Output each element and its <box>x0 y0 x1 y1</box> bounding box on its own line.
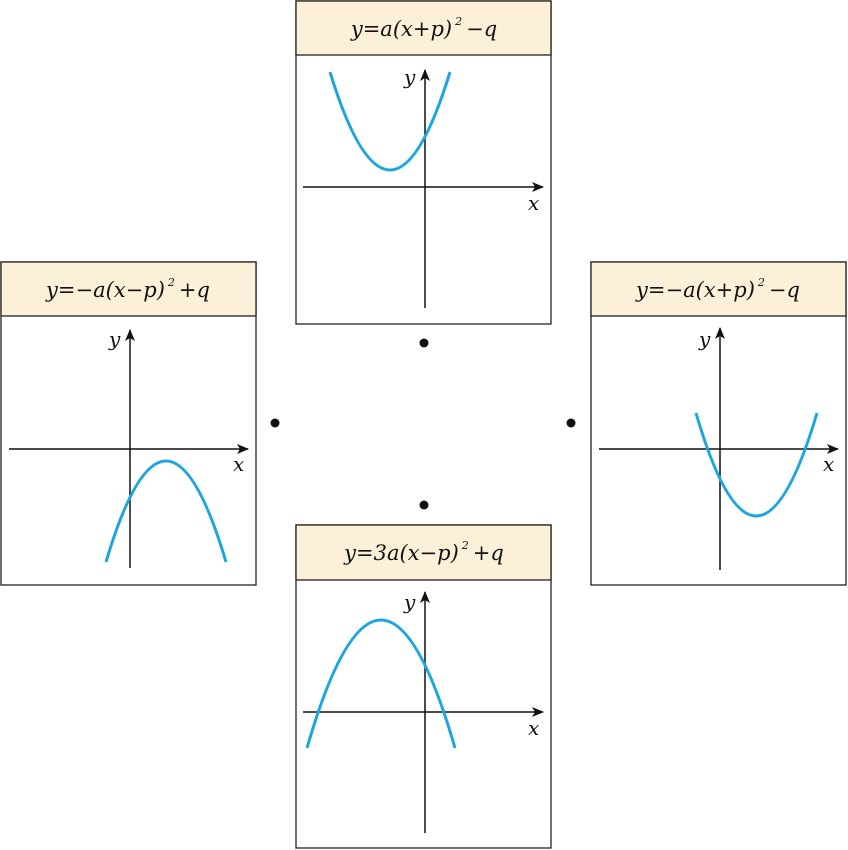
parabola <box>104 459 228 563</box>
formula-tail: +q <box>179 278 210 302</box>
panel-header <box>295 524 552 581</box>
panel-header <box>0 261 257 317</box>
formula-power: 2 <box>167 276 175 289</box>
x-label: x <box>528 716 539 740</box>
formula: y=a(x+p) 2 −q <box>350 15 497 41</box>
formula-power: 2 <box>454 15 462 28</box>
formula-main: y=−a(x+p) <box>635 278 755 302</box>
x-label: x <box>233 452 244 476</box>
dot <box>419 338 429 348</box>
y-label: y <box>403 590 416 614</box>
y-label: y <box>403 65 416 89</box>
formula-tail: +q <box>473 541 504 565</box>
formula: y=3a(x−p) 2 +q <box>343 539 504 565</box>
parabola <box>305 618 457 749</box>
panel-header <box>295 0 552 56</box>
panel-top: y=a(x+p) 2 −q y x <box>295 0 552 325</box>
formula-main: y=a(x+p) <box>350 17 452 41</box>
panel-right: y=−a(x+p) 2 −q y x <box>590 261 847 586</box>
formula-main: y=−a(x−p) <box>45 278 165 302</box>
panel-header <box>590 261 847 317</box>
x-label: x <box>528 191 539 215</box>
x-label: x <box>823 452 834 476</box>
formula: y=−a(x+p) 2 −q <box>635 276 800 302</box>
formula-tail: −q <box>769 278 800 302</box>
parabola <box>694 412 819 518</box>
formula-power: 2 <box>461 539 469 552</box>
formula-power: 2 <box>757 276 765 289</box>
dot <box>566 418 576 428</box>
formula: y=−a(x−p) 2 +q <box>45 276 210 302</box>
dot <box>419 500 429 510</box>
formula-tail: −q <box>466 17 497 41</box>
parabola <box>328 71 452 172</box>
y-label: y <box>698 327 711 351</box>
formula-main: y=3a(x−p) <box>343 541 459 565</box>
panel-bottom: y=3a(x−p) 2 +q y x <box>295 524 552 849</box>
y-label: y <box>108 327 121 351</box>
dot <box>270 418 280 428</box>
panel-left: y=−a(x−p) 2 +q y x <box>0 261 257 586</box>
